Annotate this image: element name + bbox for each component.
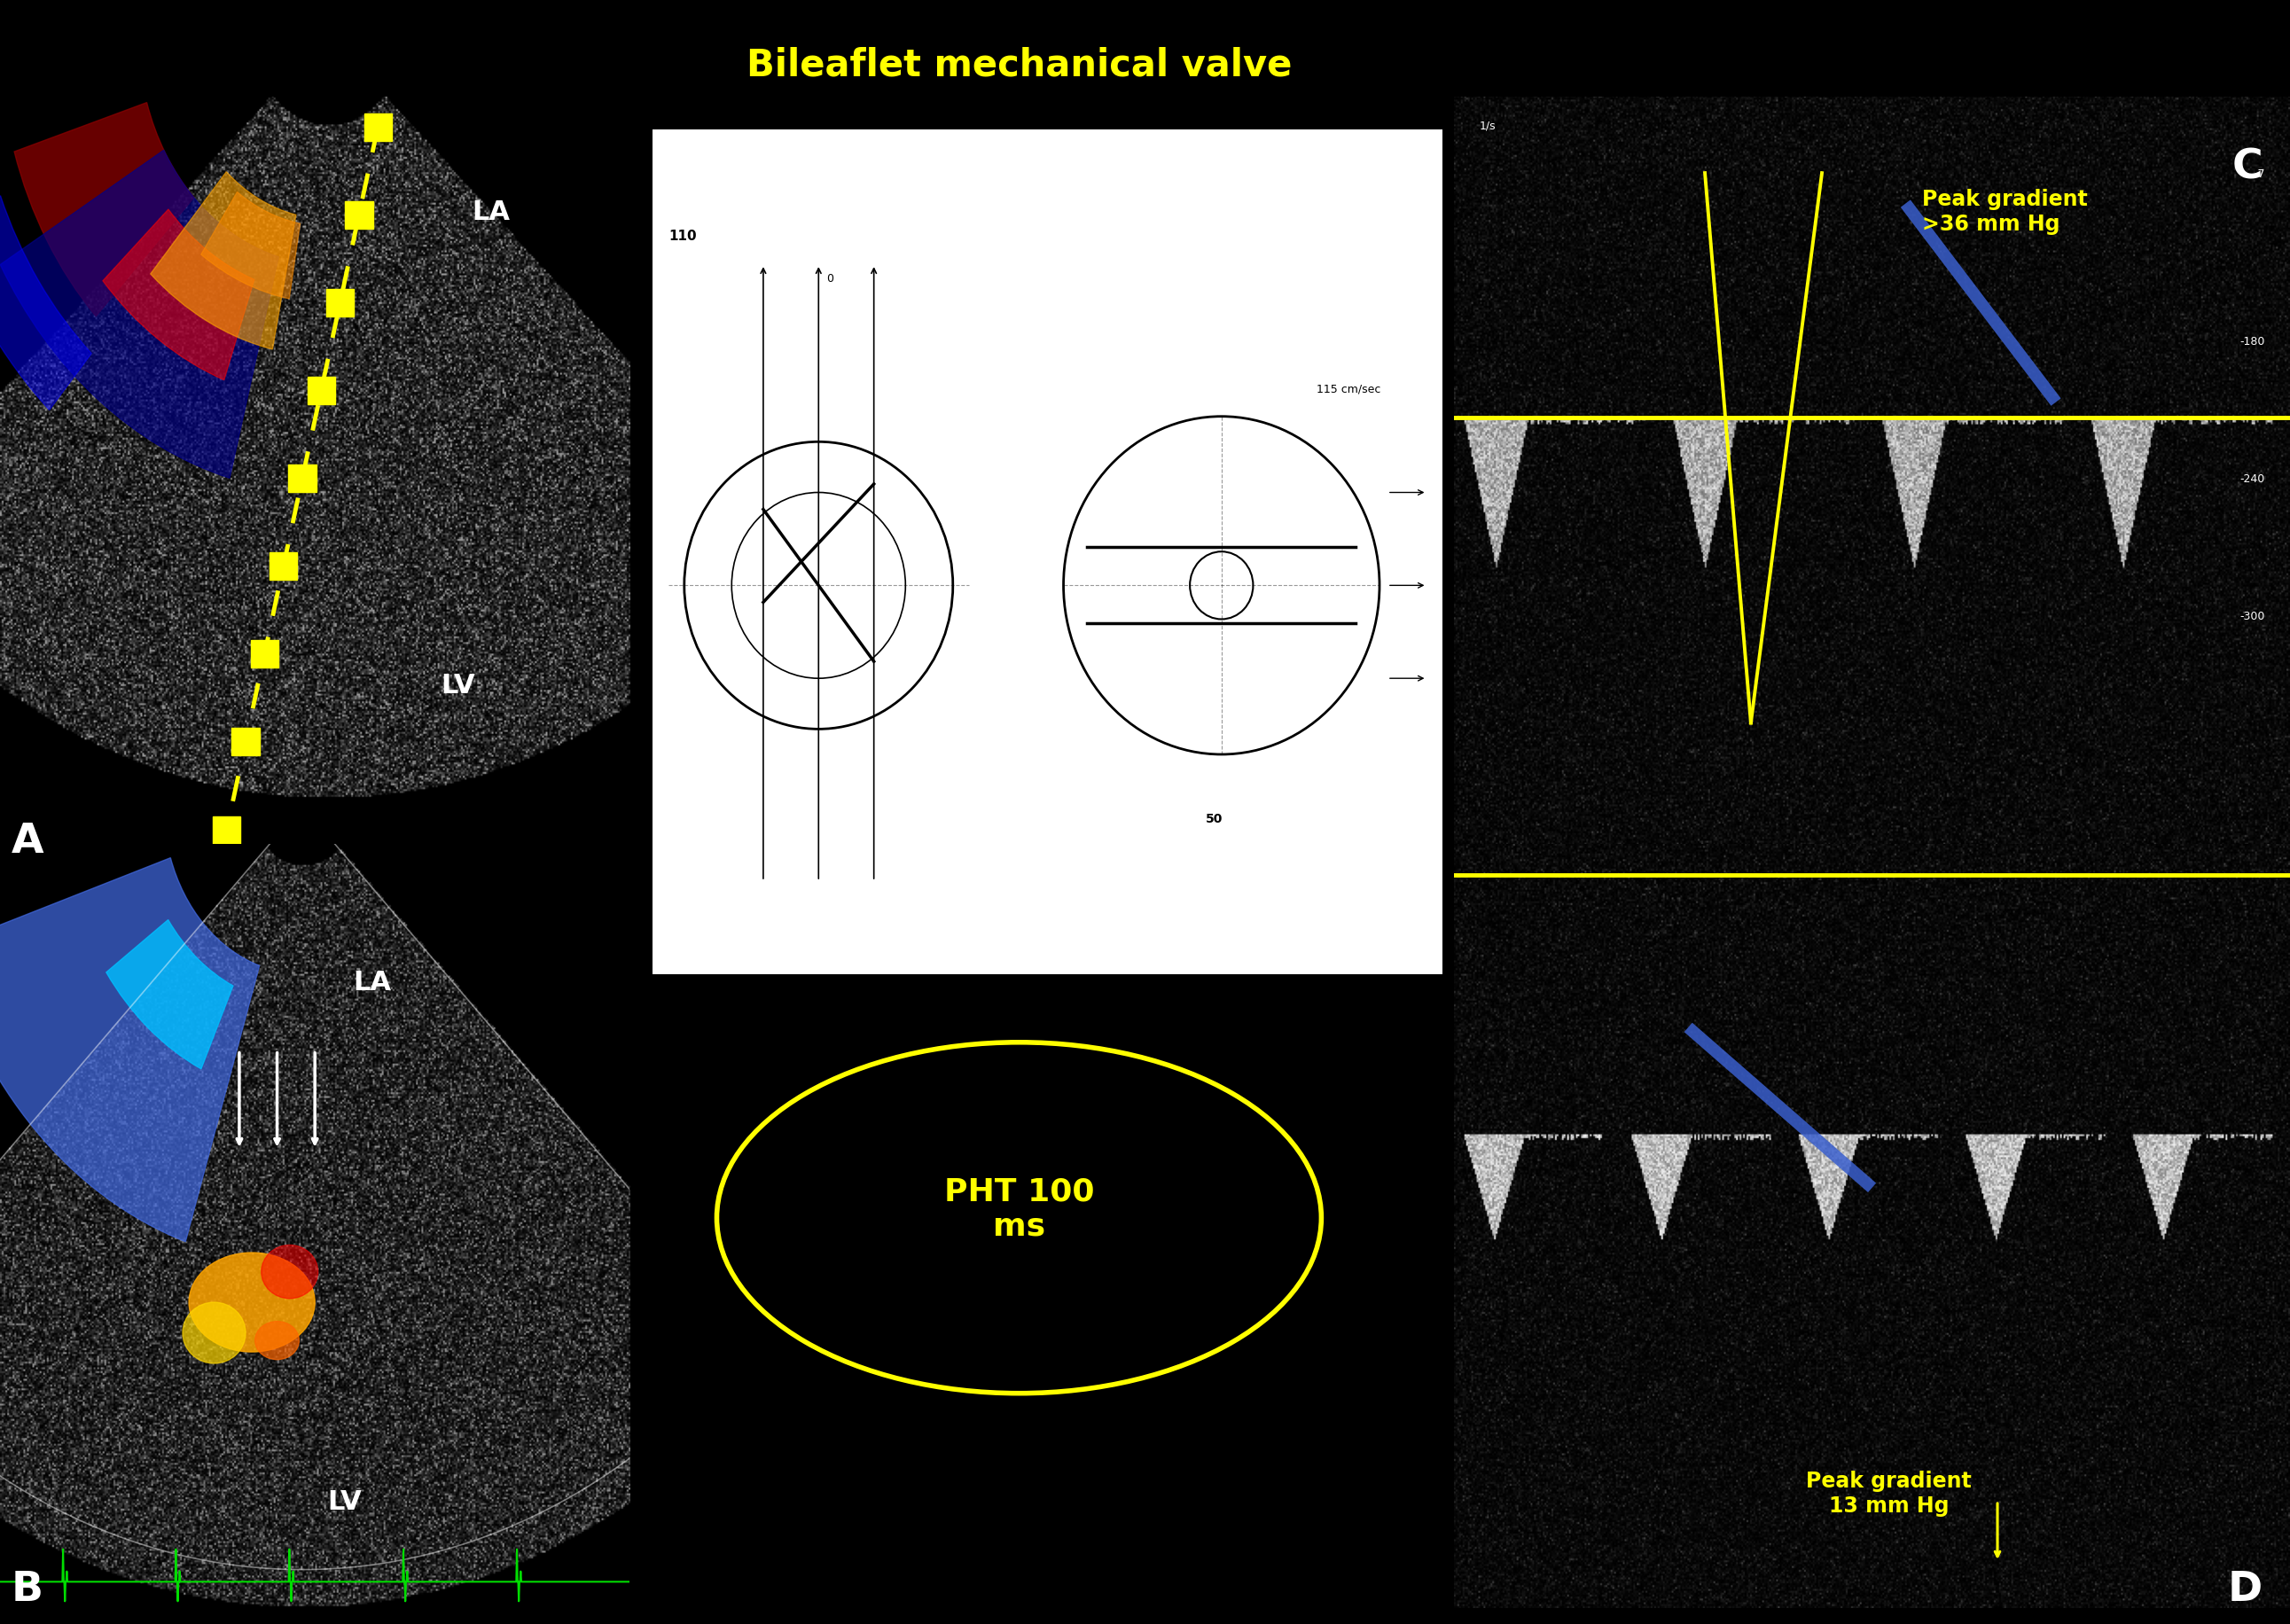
Text: LA: LA bbox=[472, 200, 511, 224]
Text: 110: 110 bbox=[669, 229, 696, 242]
Text: 0: 0 bbox=[827, 273, 834, 284]
Text: -7: -7 bbox=[2253, 167, 2265, 180]
Text: D: D bbox=[2228, 1569, 2263, 1608]
Text: LA: LA bbox=[353, 970, 392, 996]
Bar bbox=[250, 641, 279, 669]
Bar bbox=[307, 377, 334, 404]
Bar bbox=[270, 554, 298, 581]
Text: C: C bbox=[2233, 148, 2263, 187]
Bar bbox=[213, 817, 240, 844]
Wedge shape bbox=[0, 151, 279, 479]
Bar bbox=[346, 201, 373, 229]
Wedge shape bbox=[14, 104, 195, 317]
Wedge shape bbox=[105, 921, 234, 1069]
Wedge shape bbox=[202, 193, 300, 299]
Ellipse shape bbox=[183, 1302, 245, 1364]
Text: 115 cm/sec: 115 cm/sec bbox=[1317, 383, 1381, 395]
Text: Peak gradient
>36 mm Hg: Peak gradient >36 mm Hg bbox=[1921, 188, 2088, 235]
Wedge shape bbox=[151, 172, 295, 349]
Text: LV: LV bbox=[327, 1488, 362, 1514]
Ellipse shape bbox=[188, 1252, 316, 1353]
Text: 1/s: 1/s bbox=[1479, 120, 1495, 132]
Bar bbox=[364, 114, 392, 141]
Wedge shape bbox=[0, 197, 92, 411]
Text: -240: -240 bbox=[2240, 473, 2265, 486]
Wedge shape bbox=[103, 209, 254, 380]
Text: Peak gradient
13 mm Hg: Peak gradient 13 mm Hg bbox=[1807, 1470, 1972, 1517]
Ellipse shape bbox=[261, 1246, 318, 1299]
Bar bbox=[325, 289, 355, 317]
Text: -180: -180 bbox=[2240, 336, 2265, 348]
Text: 50: 50 bbox=[1205, 812, 1223, 825]
Bar bbox=[289, 466, 316, 492]
Text: LV: LV bbox=[440, 672, 476, 698]
Text: B: B bbox=[11, 1569, 44, 1608]
Wedge shape bbox=[0, 857, 259, 1242]
Text: PHT 100
ms: PHT 100 ms bbox=[943, 1176, 1095, 1241]
Text: -300: -300 bbox=[2240, 611, 2265, 622]
Bar bbox=[231, 729, 259, 757]
Text: Bileaflet mechanical valve: Bileaflet mechanical valve bbox=[747, 47, 1292, 83]
Ellipse shape bbox=[254, 1322, 300, 1359]
Text: A: A bbox=[11, 822, 44, 861]
